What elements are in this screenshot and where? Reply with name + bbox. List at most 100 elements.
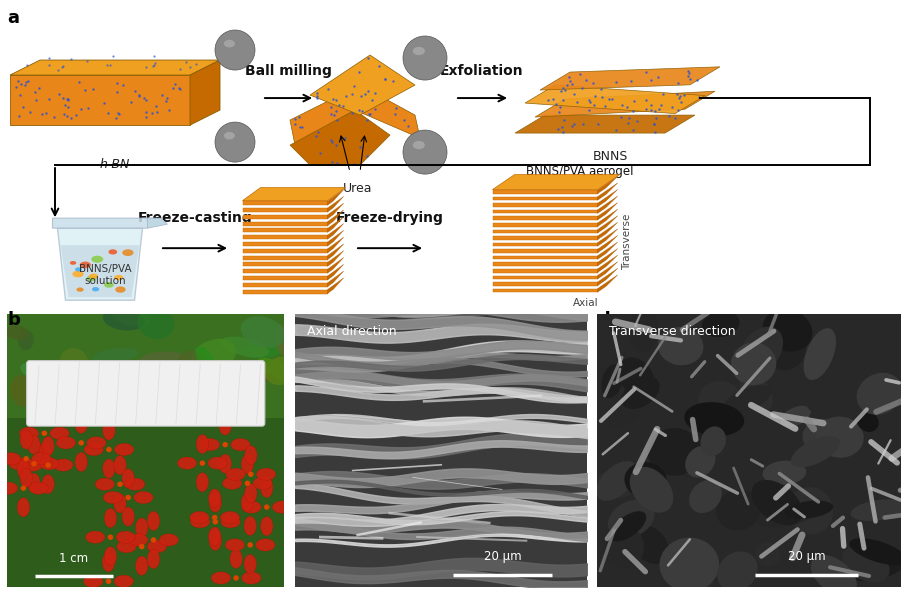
Polygon shape bbox=[242, 215, 328, 219]
Circle shape bbox=[403, 36, 447, 80]
Ellipse shape bbox=[238, 367, 257, 380]
Ellipse shape bbox=[630, 467, 674, 513]
Ellipse shape bbox=[114, 494, 126, 513]
Ellipse shape bbox=[413, 141, 425, 149]
Bar bbox=[7, 314, 284, 418]
Ellipse shape bbox=[221, 337, 269, 358]
Polygon shape bbox=[328, 257, 344, 273]
Ellipse shape bbox=[858, 380, 891, 410]
Ellipse shape bbox=[42, 474, 54, 494]
Ellipse shape bbox=[256, 539, 275, 551]
Ellipse shape bbox=[194, 361, 212, 387]
Ellipse shape bbox=[95, 478, 114, 490]
Polygon shape bbox=[597, 196, 617, 213]
Polygon shape bbox=[597, 183, 617, 200]
Circle shape bbox=[106, 447, 112, 452]
Polygon shape bbox=[328, 190, 344, 205]
Polygon shape bbox=[242, 276, 328, 280]
Polygon shape bbox=[492, 249, 597, 253]
Ellipse shape bbox=[139, 393, 176, 419]
Ellipse shape bbox=[678, 433, 717, 462]
Polygon shape bbox=[492, 269, 597, 273]
Ellipse shape bbox=[5, 325, 29, 340]
Text: Axial: Axial bbox=[573, 298, 598, 308]
Circle shape bbox=[139, 544, 144, 549]
Circle shape bbox=[78, 440, 84, 445]
Polygon shape bbox=[242, 249, 328, 253]
Ellipse shape bbox=[847, 557, 904, 581]
Ellipse shape bbox=[61, 380, 91, 401]
Circle shape bbox=[117, 482, 123, 487]
Ellipse shape bbox=[42, 436, 54, 455]
FancyBboxPatch shape bbox=[26, 361, 265, 426]
Ellipse shape bbox=[104, 509, 117, 528]
Text: Freeze-drying: Freeze-drying bbox=[336, 211, 444, 225]
Ellipse shape bbox=[77, 374, 102, 397]
Polygon shape bbox=[492, 197, 597, 200]
Ellipse shape bbox=[114, 455, 126, 475]
Text: Axial direction: Axial direction bbox=[307, 325, 397, 338]
Ellipse shape bbox=[194, 402, 213, 423]
Ellipse shape bbox=[689, 480, 722, 513]
Ellipse shape bbox=[114, 444, 133, 455]
Ellipse shape bbox=[86, 276, 96, 281]
Ellipse shape bbox=[144, 380, 183, 394]
Circle shape bbox=[233, 575, 239, 581]
Ellipse shape bbox=[258, 358, 294, 380]
Ellipse shape bbox=[1, 452, 21, 465]
Circle shape bbox=[31, 461, 36, 467]
Ellipse shape bbox=[38, 443, 51, 462]
Circle shape bbox=[24, 456, 29, 461]
Circle shape bbox=[247, 542, 253, 548]
Circle shape bbox=[215, 122, 255, 162]
Ellipse shape bbox=[89, 273, 98, 279]
Ellipse shape bbox=[191, 515, 210, 528]
Polygon shape bbox=[242, 283, 328, 287]
Polygon shape bbox=[57, 228, 143, 300]
Ellipse shape bbox=[764, 327, 806, 370]
Ellipse shape bbox=[54, 459, 73, 471]
Polygon shape bbox=[61, 245, 140, 297]
Text: b: b bbox=[7, 311, 20, 329]
Ellipse shape bbox=[123, 249, 133, 256]
Ellipse shape bbox=[702, 311, 739, 337]
Ellipse shape bbox=[135, 518, 148, 537]
Polygon shape bbox=[597, 189, 617, 207]
Ellipse shape bbox=[856, 373, 903, 415]
Polygon shape bbox=[242, 222, 328, 225]
Ellipse shape bbox=[597, 461, 637, 501]
Ellipse shape bbox=[785, 500, 834, 519]
Ellipse shape bbox=[85, 531, 105, 543]
Polygon shape bbox=[492, 282, 597, 286]
Ellipse shape bbox=[788, 487, 834, 534]
Ellipse shape bbox=[222, 477, 242, 489]
Ellipse shape bbox=[32, 452, 51, 465]
Text: a: a bbox=[7, 9, 19, 27]
Ellipse shape bbox=[413, 47, 425, 55]
Text: BNNS/PVA aerogel: BNNS/PVA aerogel bbox=[527, 165, 634, 178]
Ellipse shape bbox=[208, 457, 227, 469]
Ellipse shape bbox=[38, 404, 51, 424]
Polygon shape bbox=[525, 85, 705, 114]
Ellipse shape bbox=[17, 460, 30, 479]
Ellipse shape bbox=[133, 492, 153, 503]
Polygon shape bbox=[492, 216, 597, 220]
Ellipse shape bbox=[609, 511, 646, 541]
Ellipse shape bbox=[607, 500, 655, 538]
Polygon shape bbox=[597, 216, 617, 233]
Polygon shape bbox=[597, 229, 617, 246]
Polygon shape bbox=[597, 255, 617, 273]
Polygon shape bbox=[492, 174, 619, 190]
Ellipse shape bbox=[194, 396, 217, 419]
Ellipse shape bbox=[219, 416, 232, 435]
Ellipse shape bbox=[265, 356, 297, 385]
Ellipse shape bbox=[617, 358, 655, 397]
Ellipse shape bbox=[659, 538, 719, 592]
Ellipse shape bbox=[694, 559, 725, 583]
Ellipse shape bbox=[116, 531, 135, 543]
Ellipse shape bbox=[275, 325, 291, 356]
Polygon shape bbox=[492, 262, 597, 266]
Polygon shape bbox=[597, 242, 617, 259]
Ellipse shape bbox=[261, 517, 273, 535]
Ellipse shape bbox=[698, 381, 742, 418]
